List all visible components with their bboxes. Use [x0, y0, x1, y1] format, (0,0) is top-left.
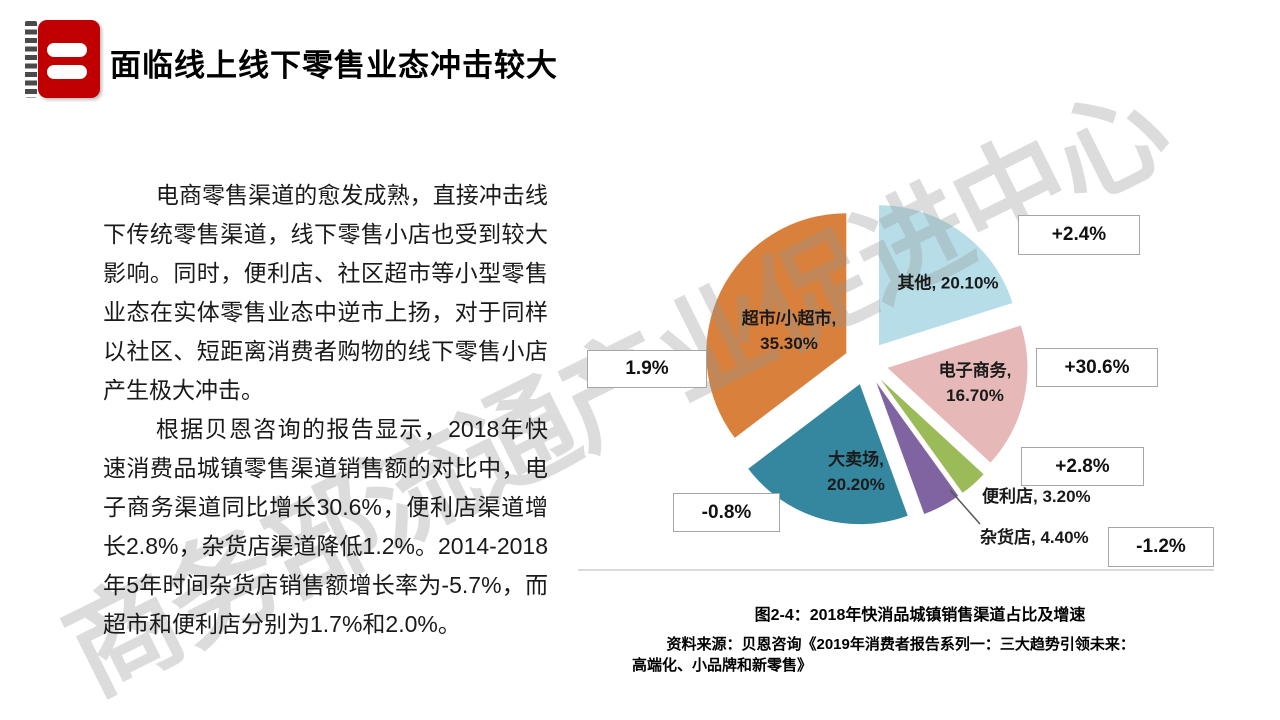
pie-slice-0: [879, 205, 1013, 346]
slice-label-text: 35.30%: [760, 334, 818, 353]
growth-callout-grocery: -1.2%: [1108, 527, 1214, 567]
growth-callout-other: +2.4%: [1018, 215, 1140, 255]
growth-callout-ecommerce: +30.6%: [1036, 348, 1158, 387]
body-text: 电商零售渠道的愈发成熟，直接冲击线下传统零售渠道，线下零售小店也受到较大影响。同…: [103, 176, 548, 644]
growth-callout-supermarket: 1.9%: [587, 350, 707, 388]
slice-label-text: 16.70%: [946, 386, 1004, 405]
chart-source: 资料来源：贝恩咨询《2019年消费者报告系列一：三大趋势引领未来： 高端化、小品…: [632, 634, 1192, 676]
slice-label-text: 20.20%: [827, 475, 885, 494]
chart-source-line1: 资料来源：贝恩咨询《2019年消费者报告系列一：三大趋势引领未来：: [666, 636, 1135, 653]
slice-label-text: 电子商务,: [938, 361, 1012, 380]
grocery-leader-line: [949, 489, 981, 525]
notebook-line-decoration: [47, 65, 87, 79]
slice-label-hypermarket: 大卖场, 20.20%: [827, 447, 885, 497]
body-paragraph-2: 根据贝恩咨询的报告显示，2018年快速消费品城镇零售渠道销售额的对比中，电子商务…: [103, 416, 548, 637]
notebook-line-decoration: [47, 43, 87, 57]
slice-label-text: 超市/小超市,: [741, 309, 837, 328]
red-notebook-icon: [25, 15, 101, 100]
slice-label-text: 杂货店, 4.40%: [980, 528, 1089, 547]
slice-label-supermarket: 超市/小超市, 35.30%: [742, 306, 836, 356]
chart-caption: 图2-4：2018年快消品城镇销售渠道占比及增速: [754, 607, 1086, 624]
pie-slice-4: [748, 384, 908, 525]
growth-callout-convenience: +2.8%: [1021, 447, 1144, 486]
slice-label-convenience: 便利店, 3.20%: [982, 484, 1091, 509]
body-paragraph-1: 电商零售渠道的愈发成熟，直接冲击线下传统零售渠道，线下零售小店也受到较大影响。同…: [103, 182, 548, 403]
pie-slice-5: [706, 213, 847, 438]
chart-source-line2: 高端化、小品牌和新零售》: [632, 657, 813, 674]
pie-slice-2: [880, 379, 984, 493]
slice-label-text: 便利店, 3.20%: [982, 487, 1091, 506]
pie-slice-1: [887, 325, 1028, 463]
growth-callout-hypermarket: -0.8%: [673, 493, 780, 532]
notebook-cover: [38, 20, 100, 98]
slice-label-text: 大卖场,: [828, 450, 884, 469]
slice-label-text: 其他, 20.10%: [897, 273, 999, 293]
chart-divider-line: [578, 569, 1214, 571]
slice-label-grocery: 杂货店, 4.40%: [980, 525, 1089, 550]
page-title: 面临线上线下零售业态冲击较大: [110, 48, 558, 83]
slice-label-other: 其他, 20.10%: [897, 271, 998, 296]
spiral-binding-icon: [25, 21, 37, 98]
pie-slice-3: [876, 382, 959, 514]
slice-label-ecommerce: 电子商务, 16.70%: [939, 358, 1012, 408]
